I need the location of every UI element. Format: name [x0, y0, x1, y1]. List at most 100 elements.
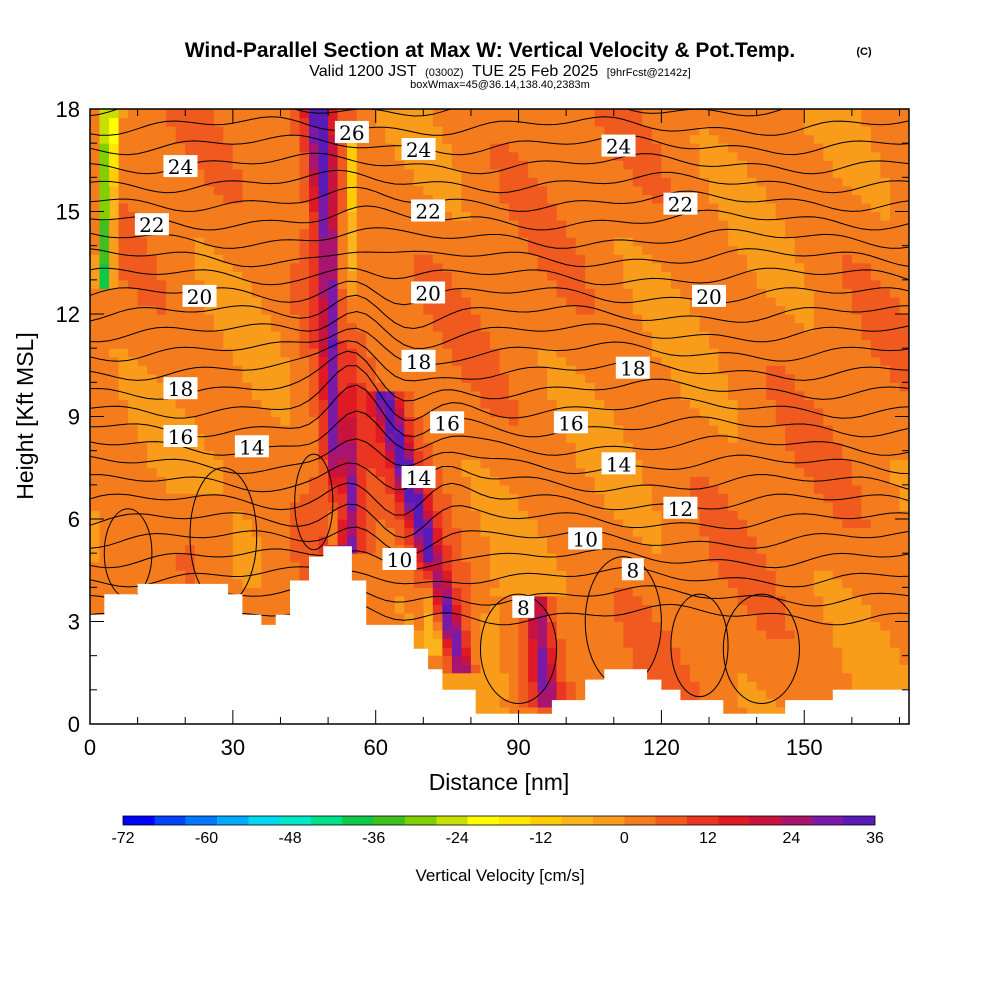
velocity-cell	[651, 134, 662, 144]
velocity-cell	[537, 237, 548, 247]
velocity-cell	[575, 672, 586, 682]
velocity-cell	[299, 185, 310, 195]
velocity-cell	[394, 433, 405, 443]
velocity-cell	[509, 425, 520, 435]
velocity-cell	[537, 647, 548, 657]
velocity-cell	[594, 262, 605, 272]
velocity-cell	[90, 476, 101, 486]
velocity-cell	[156, 194, 167, 204]
velocity-cell	[118, 245, 129, 255]
velocity-cell	[280, 194, 291, 204]
velocity-cell	[413, 544, 424, 554]
velocity-cell	[709, 408, 720, 418]
velocity-cell	[528, 109, 539, 119]
velocity-cell	[594, 185, 605, 195]
velocity-cell	[490, 698, 501, 708]
velocity-cell	[737, 194, 748, 204]
velocity-cell	[728, 425, 739, 435]
velocity-cell	[528, 467, 539, 477]
velocity-cell	[594, 672, 605, 682]
velocity-cell	[299, 211, 310, 221]
velocity-cell	[699, 689, 710, 699]
velocity-cell	[451, 288, 462, 298]
velocity-cell	[413, 459, 424, 469]
velocity-cell	[547, 501, 558, 511]
velocity-cell	[223, 271, 234, 281]
velocity-cell	[509, 365, 520, 375]
velocity-cell	[137, 322, 148, 332]
velocity-cell	[337, 467, 348, 477]
velocity-cell	[99, 390, 110, 400]
velocity-cell	[642, 570, 653, 580]
velocity-cell	[194, 331, 205, 341]
velocity-cell	[537, 399, 548, 409]
velocity-cell	[670, 621, 681, 631]
velocity-cell	[651, 655, 662, 665]
velocity-cell	[747, 630, 758, 640]
velocity-cell	[661, 672, 672, 682]
velocity-cell	[585, 587, 596, 597]
velocity-cell	[213, 348, 224, 358]
velocity-cell	[442, 450, 453, 460]
velocity-cell	[594, 638, 605, 648]
velocity-cell	[404, 279, 415, 289]
velocity-cell	[518, 305, 529, 315]
velocity-cell	[213, 459, 224, 469]
velocity-cell	[242, 117, 253, 127]
velocity-cell	[185, 228, 196, 238]
velocity-cell	[232, 484, 243, 494]
velocity-cell	[156, 296, 167, 306]
velocity-cell	[347, 570, 358, 580]
velocity-cell	[128, 544, 139, 554]
velocity-cell	[109, 254, 120, 264]
velocity-cell	[166, 459, 177, 469]
velocity-cell	[451, 621, 462, 631]
velocity-cell	[347, 442, 358, 452]
velocity-cell	[461, 390, 472, 400]
velocity-cell	[356, 254, 367, 264]
velocity-cell	[242, 245, 253, 255]
velocity-cell	[337, 510, 348, 520]
velocity-cell	[604, 331, 615, 341]
velocity-cell	[242, 561, 253, 571]
velocity-cell	[623, 348, 634, 358]
velocity-cell	[109, 553, 120, 563]
velocity-cell	[290, 126, 301, 136]
velocity-cell	[699, 262, 710, 272]
velocity-cell	[347, 544, 358, 554]
velocity-cell	[537, 655, 548, 665]
velocity-cell	[328, 237, 339, 247]
velocity-cell	[194, 314, 205, 324]
velocity-cell	[375, 305, 386, 315]
velocity-cell	[118, 527, 129, 537]
velocity-cell	[604, 425, 615, 435]
velocity-cell	[690, 245, 701, 255]
velocity-cell	[90, 553, 101, 563]
velocity-cell	[166, 365, 177, 375]
velocity-cell	[328, 296, 339, 306]
velocity-cell	[699, 681, 710, 691]
velocity-cell	[118, 331, 129, 341]
velocity-cell	[547, 185, 558, 195]
velocity-cell	[709, 356, 720, 366]
velocity-cell	[737, 168, 748, 178]
velocity-cell	[109, 399, 120, 409]
velocity-cell	[223, 134, 234, 144]
velocity-cell	[413, 382, 424, 392]
velocity-cell	[442, 331, 453, 341]
velocity-cell	[194, 425, 205, 435]
velocity-cell	[470, 604, 481, 614]
velocity-cell	[737, 604, 748, 614]
velocity-cell	[175, 194, 186, 204]
velocity-cell	[499, 390, 510, 400]
velocity-cell	[451, 519, 462, 529]
velocity-cell	[99, 416, 110, 426]
velocity-cell	[480, 476, 491, 486]
velocity-cell	[537, 595, 548, 605]
velocity-cell	[290, 390, 301, 400]
velocity-cell	[709, 510, 720, 520]
velocity-cell	[261, 467, 272, 477]
velocity-cell	[290, 365, 301, 375]
velocity-cell	[356, 373, 367, 383]
velocity-cell	[375, 442, 386, 452]
